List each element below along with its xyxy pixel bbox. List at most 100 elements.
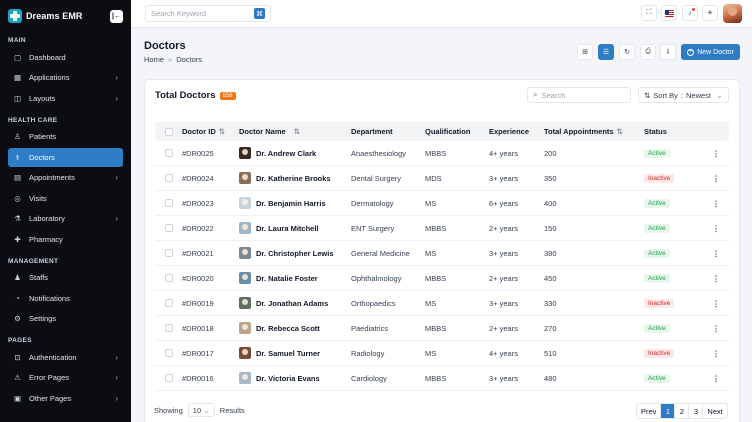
doctor-name[interactable]: Dr. Benjamin Harris — [256, 198, 326, 208]
row-checkbox[interactable] — [164, 199, 173, 207]
sidebar-item-label: Appointments — [29, 173, 75, 182]
doctor-name[interactable]: Dr. Andrew Clark — [256, 148, 317, 158]
col-doctor-id[interactable]: Doctor ID ⇅ — [182, 127, 226, 136]
table-search-input[interactable] — [541, 90, 625, 100]
table-row[interactable]: #DR0019 Dr. Jonathan Adams Orthopaedics … — [155, 291, 729, 316]
col-doctor-name[interactable]: Doctor Name ⇅ — [239, 127, 300, 136]
list-view-icon[interactable]: ☰ — [598, 44, 614, 60]
sidebar-item-laboratory[interactable]: ⚗ Laboratory › — [8, 209, 123, 228]
doctor-name-cell[interactable]: Dr. Samuel Turner — [239, 347, 351, 359]
fullscreen-icon[interactable]: ⛶ — [641, 5, 657, 21]
table-row[interactable]: #DR0023 Dr. Benjamin Harris Dermatology … — [155, 191, 729, 216]
more-options-icon[interactable]: ⋮ — [712, 148, 720, 158]
sidebar-item-doctors[interactable]: ⚕ Doctors — [8, 147, 123, 167]
row-checkbox[interactable] — [164, 149, 173, 157]
doctor-name[interactable]: Dr. Laura Mitchell — [256, 223, 319, 233]
sidebar-item-visits[interactable]: ◎ Visits — [8, 189, 123, 208]
new-doctor-button[interactable]: + New Doctor — [681, 44, 740, 60]
sidebar-item-appointments[interactable]: ▤ Appointments › — [8, 168, 123, 187]
page-1-button[interactable]: 1 — [661, 404, 676, 418]
row-checkbox[interactable] — [164, 174, 173, 182]
doctor-name-cell[interactable]: Dr. Katherine Brooks — [239, 172, 351, 184]
user-avatar[interactable] — [723, 4, 742, 23]
command-icon[interactable]: ⌘ — [254, 8, 265, 19]
sidebar-item-pharmacy[interactable]: ✚ Pharmacy — [8, 230, 123, 249]
page-3-button[interactable]: 3 — [689, 404, 704, 418]
bell-icon[interactable]: ♪ — [682, 5, 698, 21]
doctor-name[interactable]: Dr. Natalie Foster — [256, 273, 318, 283]
doctor-name[interactable]: Dr. Christopher Lewis — [256, 248, 334, 258]
sort-icon[interactable]: ⇅ — [218, 127, 226, 136]
doctor-name-cell[interactable]: Dr. Victoria Evans — [239, 372, 351, 384]
language-flag-icon[interactable] — [661, 5, 677, 21]
more-options-icon[interactable]: ⋮ — [712, 348, 720, 358]
table-row[interactable]: #DR0021 Dr. Christopher Lewis General Me… — [155, 241, 729, 266]
doctor-id: #DR0017 — [182, 348, 214, 358]
sidebar-item-label: Laboratory — [29, 214, 65, 223]
breadcrumb-home[interactable]: Home — [144, 55, 165, 64]
table-row[interactable]: #DR0020 Dr. Natalie Foster Ophthalmology… — [155, 266, 729, 291]
table-row[interactable]: #DR0017 Dr. Samuel Turner Radiology MS 4… — [155, 341, 729, 366]
more-options-icon[interactable]: ⋮ — [712, 373, 720, 383]
col-total-appointments[interactable]: Total Appointments ⇅ — [544, 127, 623, 136]
page-next-button[interactable]: Next — [707, 406, 723, 416]
sidebar-item-patients[interactable]: ♙ Patients — [8, 127, 123, 146]
doctor-name-cell[interactable]: Dr. Laura Mitchell — [239, 222, 351, 234]
row-checkbox[interactable] — [164, 274, 173, 282]
table-row[interactable]: #DR0025 Dr. Andrew Clark Anaesthesiology… — [155, 141, 729, 166]
more-options-icon[interactable]: ⋮ — [712, 248, 720, 258]
sidebar-item-other-pages[interactable]: ▣ Other Pages › — [8, 389, 123, 408]
more-options-icon[interactable]: ⋮ — [712, 273, 720, 283]
row-checkbox[interactable] — [164, 324, 173, 332]
sort-dropdown[interactable]: ⇅ Sort By : Newest ⌄ — [638, 87, 729, 103]
doctor-name-cell[interactable]: Dr. Andrew Clark — [239, 147, 351, 159]
more-options-icon[interactable]: ⋮ — [712, 298, 720, 308]
doctor-name-cell[interactable]: Dr. Christopher Lewis — [239, 247, 351, 259]
more-options-icon[interactable]: ⋮ — [712, 323, 720, 333]
sidebar-item-settings[interactable]: ⚙ Settings — [8, 309, 123, 328]
doctor-name-cell[interactable]: Dr. Benjamin Harris — [239, 197, 351, 209]
row-checkbox[interactable] — [164, 349, 173, 357]
doctor-name[interactable]: Dr. Victoria Evans — [256, 373, 320, 383]
row-checkbox[interactable] — [164, 299, 173, 307]
sidebar-item-layouts[interactable]: ◫ Layouts › — [8, 89, 123, 108]
table-row[interactable]: #DR0022 Dr. Laura Mitchell ENT Surgery M… — [155, 216, 729, 241]
download-icon[interactable]: ⇩ — [660, 44, 676, 60]
doctor-name-cell[interactable]: Dr. Rebecca Scott — [239, 322, 351, 334]
more-options-icon[interactable]: ⋮ — [712, 173, 720, 183]
grid-view-icon[interactable]: ⊞ — [577, 44, 593, 60]
more-options-icon[interactable]: ⋮ — [712, 198, 720, 208]
table-row[interactable]: #DR0018 Dr. Rebecca Scott Paediatrics MB… — [155, 316, 729, 341]
sort-icon[interactable]: ⇅ — [293, 127, 300, 136]
more-options-icon[interactable]: ⋮ — [712, 223, 720, 233]
doctor-name-cell[interactable]: Dr. Natalie Foster — [239, 272, 351, 284]
sort-icon[interactable]: ⇅ — [616, 127, 623, 136]
page-prev-button[interactable]: Prev — [637, 404, 662, 418]
sidebar-collapse-icon[interactable]: |← — [110, 9, 123, 23]
global-search-input[interactable] — [151, 9, 254, 18]
select-all-checkbox[interactable] — [164, 127, 173, 136]
sidebar-item-error-pages[interactable]: ⚠ Error Pages › — [8, 368, 123, 387]
doctor-name[interactable]: Dr. Jonathan Adams — [256, 298, 329, 308]
doctor-name[interactable]: Dr. Rebecca Scott — [256, 323, 320, 333]
doctor-name[interactable]: Dr. Samuel Turner — [256, 348, 321, 358]
sidebar-item-authentication[interactable]: ⊡ Authentication › — [8, 348, 123, 367]
sidebar-item-staffs[interactable]: ♟ Staffs — [8, 268, 123, 287]
page-size-select[interactable]: 10 ⌄ — [187, 403, 215, 417]
print-icon[interactable]: ⎙ — [640, 44, 656, 60]
row-checkbox[interactable] — [164, 249, 173, 257]
row-checkbox[interactable] — [164, 374, 173, 382]
department: Cardiology — [351, 373, 387, 383]
sidebar-item-applications[interactable]: ▦ Applications › — [8, 68, 123, 87]
sidebar-item-dashboard[interactable]: ▢ Dashboard — [8, 48, 123, 67]
doctor-avatar — [239, 297, 251, 309]
theme-toggle-icon[interactable]: ☀ — [702, 5, 718, 21]
doctor-name[interactable]: Dr. Katherine Brooks — [256, 173, 331, 183]
table-row[interactable]: #DR0024 Dr. Katherine Brooks Dental Surg… — [155, 166, 729, 191]
refresh-icon[interactable]: ↻ — [619, 44, 635, 60]
table-row[interactable]: #DR0016 Dr. Victoria Evans Cardiology MB… — [155, 366, 729, 391]
row-checkbox[interactable] — [164, 224, 173, 232]
page-2-button[interactable]: 2 — [675, 404, 690, 418]
sidebar-item-notifications[interactable]: ◔ Notifications — [8, 289, 123, 308]
doctor-name-cell[interactable]: Dr. Jonathan Adams — [239, 297, 351, 309]
